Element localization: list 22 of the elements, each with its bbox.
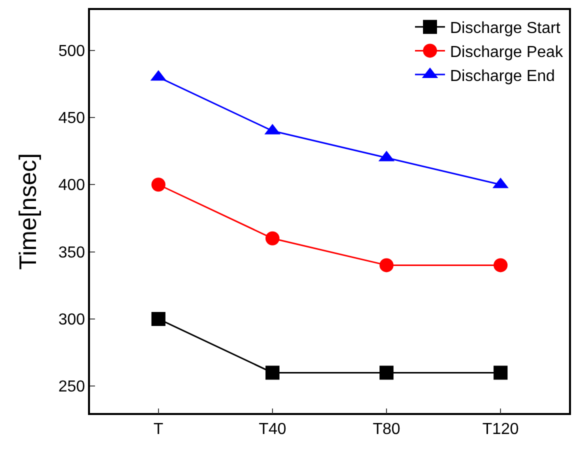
point <box>151 312 166 326</box>
y-tick-label: 450 <box>58 110 86 128</box>
x-tick-label: T40 <box>258 420 286 438</box>
y-tick-label: 400 <box>58 177 86 194</box>
point <box>265 366 280 380</box>
y-tick-label: 250 <box>58 378 86 396</box>
point <box>494 258 508 272</box>
x-tick-label: T80 <box>372 420 400 438</box>
point <box>494 366 508 380</box>
point <box>380 366 394 380</box>
x-tick-label: T <box>154 420 164 438</box>
y-tick-label: 500 <box>58 42 86 60</box>
point <box>380 258 394 272</box>
legend-label: Discharge Peak <box>450 44 564 61</box>
y-tick-label: 300 <box>58 312 86 329</box>
point <box>265 231 280 246</box>
y-axis-title: Time[nsec] <box>14 153 42 270</box>
legend-label: Discharge Start <box>450 20 561 38</box>
x-tick-label: T120 <box>482 420 519 438</box>
point <box>151 178 166 192</box>
legend-label: Discharge End <box>450 68 555 85</box>
y-tick-label: 350 <box>58 244 86 262</box>
